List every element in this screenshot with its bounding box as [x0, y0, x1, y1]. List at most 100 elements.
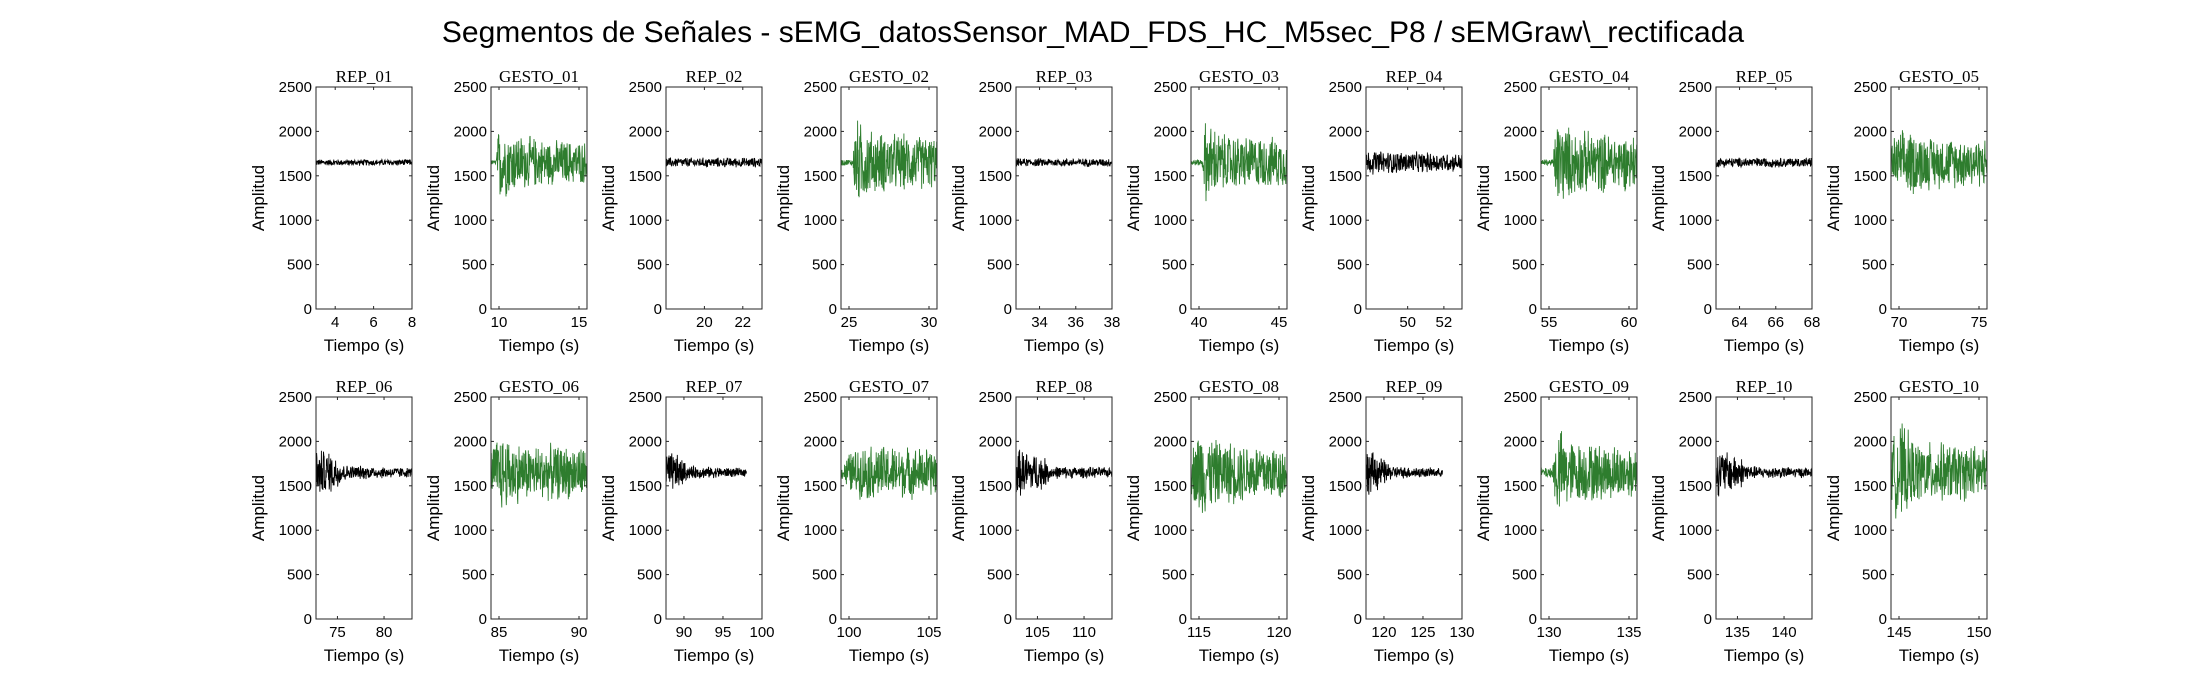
x-tick-label: 110 — [1072, 624, 1096, 641]
x-axis-label: Tiempo (s) — [1724, 646, 1805, 665]
y-axis-label: Amplitud — [1474, 165, 1493, 231]
y-tick-label: 1500 — [629, 168, 662, 185]
axes-box-gesto-02 — [841, 87, 937, 309]
x-tick-label: 135 — [1616, 624, 1641, 641]
x-tick-label: 45 — [1271, 314, 1288, 331]
x-tick-label: 120 — [1371, 624, 1396, 641]
subplot-title: REP_02 — [686, 67, 743, 86]
subplot-title: REP_03 — [1036, 67, 1093, 86]
x-tick-label: 135 — [1725, 624, 1750, 641]
axes-box-rep-10 — [1716, 397, 1812, 619]
axes-box-gesto-04 — [1541, 87, 1637, 309]
signal-trace-gesto-04 — [1541, 128, 1637, 199]
y-tick-label: 1000 — [979, 212, 1012, 229]
y-axis-label: Amplitud — [949, 475, 968, 541]
y-tick-label: 1000 — [629, 522, 662, 539]
y-tick-label: 500 — [1512, 257, 1537, 274]
y-tick-label: 1000 — [1679, 212, 1712, 229]
y-tick-label: 2500 — [1679, 79, 1712, 96]
x-tick-label: 140 — [1772, 624, 1797, 641]
axes-box-rep-01 — [316, 87, 412, 309]
subplot-rep-01: 0 500 1000 1500 2000 2500 4 6 8 REP_01 Tiempo (s) A… — [249, 67, 416, 355]
x-tick-label: 36 — [1067, 314, 1084, 331]
y-tick-label: 2500 — [1329, 389, 1362, 406]
axes-box-gesto-10 — [1891, 397, 1987, 619]
y-axis-label: Amplitud — [249, 165, 268, 231]
x-tick-label: 22 — [734, 314, 751, 331]
x-tick-label: 75 — [1971, 314, 1988, 331]
subplot-gesto-10: 05001000150020002500145 150GESTO_10Tiempo… — [1824, 377, 1992, 665]
y-tick-label: 1500 — [1154, 478, 1187, 495]
y-tick-label: 2500 — [1154, 389, 1187, 406]
x-tick-label: 115 — [1187, 624, 1211, 641]
y-tick-label: 1500 — [1854, 478, 1887, 495]
x-axis-label: Tiempo (s) — [849, 336, 930, 355]
x-tick-label: 120 — [1266, 624, 1291, 641]
y-tick-label: 500 — [287, 257, 312, 274]
subplot-title: REP_05 — [1736, 67, 1793, 86]
y-tick-label: 2000 — [629, 123, 662, 140]
x-tick-label: 52 — [1436, 314, 1453, 331]
y-tick-label: 2000 — [454, 123, 487, 140]
y-tick-label: 0 — [1004, 611, 1012, 628]
y-tick-label: 0 — [479, 301, 487, 318]
subplot-rep-05: 0 500 1000 1500 2000 2500 64 66 68 REP_05 Tiempo (… — [1649, 67, 1820, 355]
subplot-gesto-04: 0 500 1000 1500 2000 2500 55 60 GESTO_04 Tiempo (… — [1474, 67, 1637, 355]
signal-trace-gesto-03 — [1191, 123, 1287, 201]
x-tick-label: 150 — [1966, 624, 1991, 641]
y-tick-label: 500 — [1862, 257, 1887, 274]
y-tick-label: 2000 — [1504, 433, 1537, 450]
x-tick-label: 8 — [408, 314, 416, 331]
x-tick-label: 25 — [841, 314, 858, 331]
y-tick-label: 2000 — [804, 123, 837, 140]
y-tick-label: 2500 — [1854, 389, 1887, 406]
y-tick-label: 1500 — [629, 478, 662, 495]
y-tick-label: 0 — [479, 611, 487, 628]
y-tick-label: 1500 — [279, 168, 312, 185]
y-axis-label: Amplitud — [774, 165, 793, 231]
y-tick-label: 1000 — [1854, 522, 1887, 539]
y-tick-label: 1500 — [279, 478, 312, 495]
x-tick-label: 75 — [329, 624, 346, 641]
signal-trace-rep-08 — [1016, 450, 1112, 496]
y-tick-label: 2500 — [279, 79, 312, 96]
y-tick-label: 2500 — [454, 79, 487, 96]
axes-box-gesto-03 — [1191, 87, 1287, 309]
y-tick-label: 1000 — [279, 522, 312, 539]
y-tick-label: 2500 — [454, 389, 487, 406]
signal-trace-rep-05 — [1716, 158, 1812, 168]
x-tick-label: 90 — [571, 624, 588, 641]
y-tick-label: 500 — [1687, 257, 1712, 274]
subplot-gesto-06: 0500100015002000250085 90GESTO_06Tiempo (… — [424, 377, 587, 665]
x-tick-label: 15 — [571, 314, 588, 331]
y-tick-label: 2000 — [1504, 123, 1537, 140]
y-tick-label: 1000 — [454, 212, 487, 229]
y-tick-label: 1500 — [979, 478, 1012, 495]
y-tick-label: 500 — [812, 257, 837, 274]
y-tick-label: 1000 — [1329, 212, 1362, 229]
x-tick-label: 68 — [1804, 314, 1821, 331]
x-tick-label: 100 — [836, 624, 861, 641]
x-axis-label: Tiempo (s) — [324, 336, 405, 355]
y-tick-label: 2000 — [1329, 123, 1362, 140]
signal-trace-rep-01 — [316, 159, 412, 166]
y-axis-label: Amplitud — [599, 165, 618, 231]
x-tick-label: 130 — [1536, 624, 1561, 641]
subplot-rep-08: 05001000150020002500105 110REP_08Tiempo (… — [949, 377, 1112, 665]
subplot-title: REP_09 — [1386, 377, 1443, 396]
axes-box-gesto-01 — [491, 87, 587, 309]
signal-trace-gesto-07 — [841, 447, 937, 500]
y-tick-label: 500 — [987, 257, 1012, 274]
y-tick-label: 1500 — [1679, 478, 1712, 495]
y-tick-label: 0 — [1704, 301, 1712, 318]
axes-box-gesto-07 — [841, 397, 937, 619]
y-tick-label: 2500 — [1679, 389, 1712, 406]
y-tick-label: 500 — [1512, 567, 1537, 584]
subplot-gesto-09: 05001000150020002500130 135GESTO_09Tiempo… — [1474, 377, 1642, 665]
y-tick-label: 500 — [637, 567, 662, 584]
signal-trace-rep-03 — [1016, 159, 1112, 167]
subplot-title: GESTO_06 — [499, 377, 579, 396]
axes-box-rep-09 — [1366, 397, 1462, 619]
y-tick-label: 1500 — [804, 168, 837, 185]
